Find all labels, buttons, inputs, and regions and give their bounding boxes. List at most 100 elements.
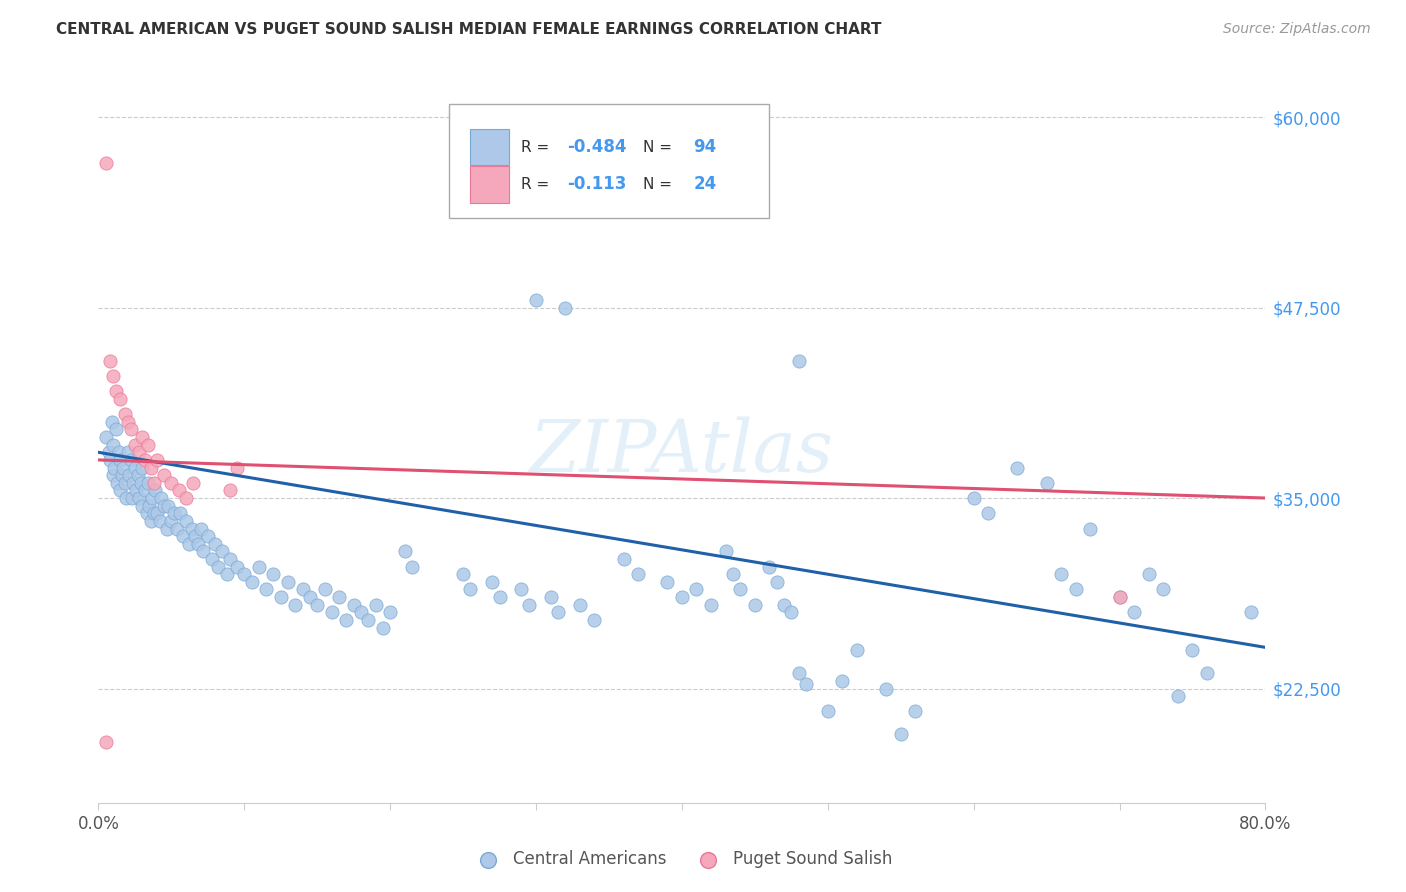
Point xyxy=(215,567,238,582)
Point xyxy=(104,422,127,436)
Point xyxy=(100,415,122,429)
Point xyxy=(134,453,156,467)
Point xyxy=(190,521,212,535)
Point xyxy=(335,613,357,627)
Legend: Central Americans, Puget Sound Salish: Central Americans, Puget Sound Salish xyxy=(464,844,900,875)
Point xyxy=(787,354,810,368)
Point xyxy=(174,514,197,528)
Point xyxy=(875,681,897,696)
Point xyxy=(153,499,176,513)
Text: Source: ZipAtlas.com: Source: ZipAtlas.com xyxy=(1223,22,1371,37)
Point xyxy=(510,582,533,597)
Point xyxy=(612,552,634,566)
Text: -0.113: -0.113 xyxy=(568,176,627,194)
Point xyxy=(187,537,209,551)
Point xyxy=(730,582,752,597)
Point xyxy=(744,598,766,612)
Point xyxy=(131,430,153,444)
Point xyxy=(240,574,263,589)
Point xyxy=(685,582,707,597)
Point xyxy=(517,598,540,612)
Point xyxy=(97,445,120,459)
Point xyxy=(547,605,569,619)
Point xyxy=(193,544,215,558)
Point xyxy=(284,598,307,612)
Point xyxy=(134,483,156,498)
Point xyxy=(138,499,160,513)
Point xyxy=(141,491,163,505)
Point xyxy=(156,521,179,535)
Point xyxy=(787,666,810,681)
Point xyxy=(846,643,869,657)
Point xyxy=(671,590,693,604)
Point xyxy=(540,590,562,604)
Point xyxy=(197,529,219,543)
Point xyxy=(270,590,292,604)
Point xyxy=(110,392,132,406)
Text: ZIPAtlas: ZIPAtlas xyxy=(530,417,834,487)
Point xyxy=(110,453,132,467)
Point xyxy=(150,491,173,505)
Point xyxy=(488,590,510,604)
Point xyxy=(1152,582,1174,597)
Point xyxy=(1181,643,1204,657)
Point xyxy=(157,499,180,513)
Point xyxy=(277,574,299,589)
Point xyxy=(139,514,162,528)
Point xyxy=(112,460,135,475)
Text: R =: R = xyxy=(520,177,554,192)
Point xyxy=(321,605,343,619)
Point xyxy=(94,155,117,169)
Point xyxy=(169,506,191,520)
Point xyxy=(135,506,157,520)
Point xyxy=(129,475,152,490)
Point xyxy=(254,582,277,597)
Point xyxy=(167,483,190,498)
Point xyxy=(128,491,150,505)
Point xyxy=(136,475,159,490)
Point xyxy=(139,460,162,475)
Point xyxy=(146,506,169,520)
Point xyxy=(124,460,146,475)
Point xyxy=(218,483,240,498)
Point xyxy=(101,369,124,384)
Point xyxy=(117,415,139,429)
Point xyxy=(233,567,256,582)
Point xyxy=(142,506,165,520)
Point xyxy=(1080,521,1102,535)
Point xyxy=(101,468,124,483)
Point xyxy=(131,460,153,475)
Point xyxy=(1007,460,1029,475)
Point xyxy=(118,468,141,483)
Point xyxy=(174,491,197,505)
Point xyxy=(111,468,134,483)
Point xyxy=(201,552,224,566)
Point xyxy=(350,605,373,619)
Point xyxy=(204,537,226,551)
Point xyxy=(226,460,249,475)
Point xyxy=(831,673,853,688)
Point xyxy=(98,453,121,467)
Point xyxy=(128,445,150,459)
Point xyxy=(1195,666,1218,681)
Point xyxy=(765,574,787,589)
Point xyxy=(181,475,204,490)
Point xyxy=(153,468,176,483)
Point xyxy=(481,574,503,589)
Point xyxy=(180,521,202,535)
Point xyxy=(114,407,136,421)
Point xyxy=(143,483,166,498)
Point xyxy=(371,621,394,635)
Point xyxy=(794,677,817,691)
Point xyxy=(380,605,402,619)
Point xyxy=(207,559,229,574)
Point xyxy=(314,582,336,597)
Point xyxy=(1108,590,1130,604)
Point xyxy=(357,613,380,627)
Point xyxy=(149,514,172,528)
Point xyxy=(122,475,145,490)
Point xyxy=(94,735,117,749)
Text: CENTRAL AMERICAN VS PUGET SOUND SALISH MEDIAN FEMALE EARNINGS CORRELATION CHART: CENTRAL AMERICAN VS PUGET SOUND SALISH M… xyxy=(56,22,882,37)
Point xyxy=(108,445,131,459)
Point xyxy=(817,705,839,719)
